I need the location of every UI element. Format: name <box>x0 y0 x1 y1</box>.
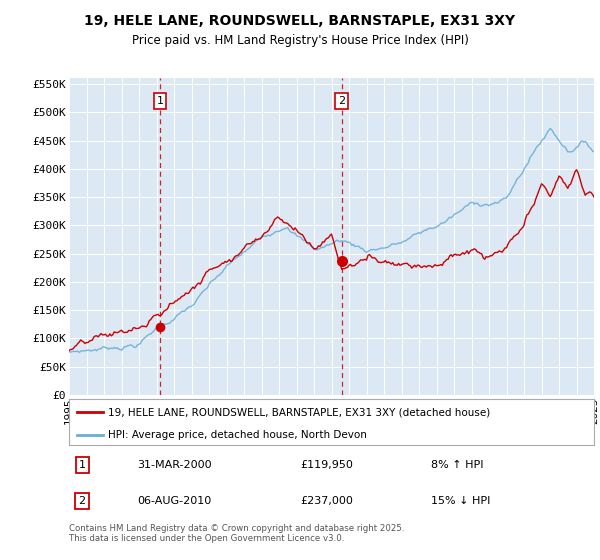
Text: 1: 1 <box>79 460 86 470</box>
Text: 19, HELE LANE, ROUNDSWELL, BARNSTAPLE, EX31 3XY (detached house): 19, HELE LANE, ROUNDSWELL, BARNSTAPLE, E… <box>109 407 491 417</box>
Text: £237,000: £237,000 <box>300 496 353 506</box>
Text: £119,950: £119,950 <box>300 460 353 470</box>
Text: 2: 2 <box>79 496 86 506</box>
Text: 31-MAR-2000: 31-MAR-2000 <box>137 460 212 470</box>
Text: 15% ↓ HPI: 15% ↓ HPI <box>431 496 491 506</box>
Text: Price paid vs. HM Land Registry's House Price Index (HPI): Price paid vs. HM Land Registry's House … <box>131 34 469 46</box>
Text: 1: 1 <box>157 96 164 106</box>
Text: HPI: Average price, detached house, North Devon: HPI: Average price, detached house, Nort… <box>109 430 367 440</box>
Text: 06-AUG-2010: 06-AUG-2010 <box>137 496 212 506</box>
Text: Contains HM Land Registry data © Crown copyright and database right 2025.
This d: Contains HM Land Registry data © Crown c… <box>69 524 404 543</box>
Text: 8% ↑ HPI: 8% ↑ HPI <box>431 460 484 470</box>
Text: 19, HELE LANE, ROUNDSWELL, BARNSTAPLE, EX31 3XY: 19, HELE LANE, ROUNDSWELL, BARNSTAPLE, E… <box>85 14 515 28</box>
Text: 2: 2 <box>338 96 345 106</box>
